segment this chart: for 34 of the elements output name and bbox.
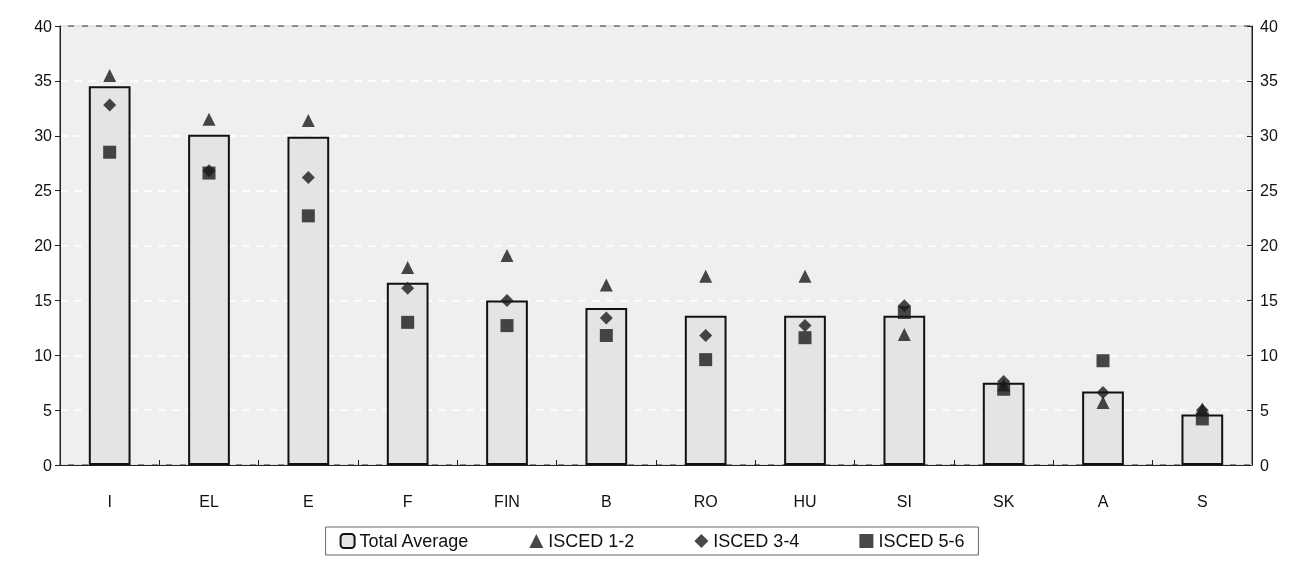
y-tick-label: 15	[34, 291, 53, 309]
y-tick-label: 40	[34, 17, 53, 35]
y-tick-label: 35	[34, 72, 53, 90]
y-tick-label: 0	[43, 456, 53, 474]
y2-tick-label: 25	[1260, 182, 1278, 200]
x-tick-label: SK	[992, 492, 1015, 510]
y-tick-label: 20	[34, 237, 53, 254]
y-tick-label: 25	[34, 182, 53, 200]
y2-tick-label: 35	[1260, 72, 1278, 90]
x-tick-label: FIN	[494, 492, 520, 510]
y2-tick-label: 15	[1260, 291, 1278, 309]
y2-tick-label: 30	[1260, 127, 1278, 145]
x-tick-label: SI	[896, 492, 912, 510]
y-tick-label: 10	[34, 346, 53, 364]
y2-tick-label: 5	[1260, 401, 1269, 419]
x-tick-label: E	[303, 492, 314, 510]
legend-label: ISCED 1-2	[548, 531, 635, 551]
x-tick-label: F	[402, 492, 413, 510]
legend-label: ISCED 3-4	[713, 531, 800, 551]
y2-tick-label: 10	[1260, 346, 1278, 364]
y2-tick-label: 40	[1260, 17, 1278, 35]
legend-label: Total Average	[359, 531, 469, 551]
x-tick-label: B	[601, 492, 612, 510]
x-tick-label: EL	[199, 492, 219, 510]
x-tick-label: A	[1097, 492, 1109, 510]
y-tick-label: 5	[43, 401, 53, 419]
x-tick-label: RO	[693, 492, 718, 510]
y-tick-label: 30	[34, 127, 53, 145]
y2-tick-label: 20	[1260, 237, 1278, 254]
x-tick-label: S	[1197, 492, 1208, 510]
y2-tick-label: 0	[1260, 456, 1269, 474]
x-tick-label: HU	[793, 492, 817, 510]
x-tick-label: I	[107, 492, 112, 510]
legend-label: ISCED 5-6	[878, 531, 965, 551]
